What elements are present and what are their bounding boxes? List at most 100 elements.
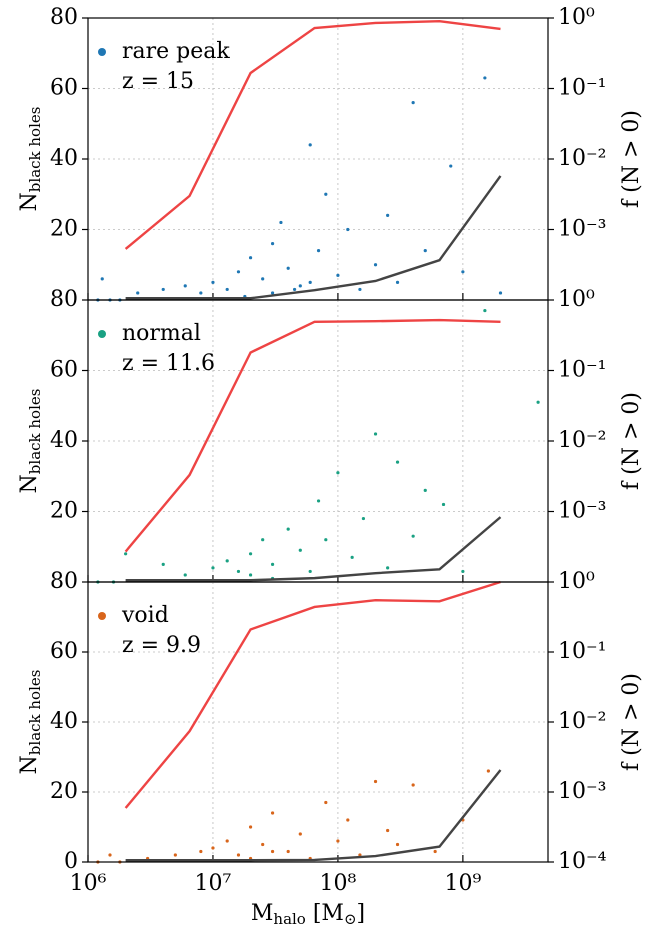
scatter-point xyxy=(225,559,229,563)
y-axis-label-main: N xyxy=(17,755,42,774)
y2-tick-label: 10⁻¹ xyxy=(558,639,606,664)
scatter-point xyxy=(108,853,112,857)
scatter-point xyxy=(136,291,140,295)
scatter-point xyxy=(483,308,487,313)
scatter-point xyxy=(423,249,427,253)
scatter-point xyxy=(461,270,465,274)
legend-marker xyxy=(98,330,106,338)
x-axis-label: Mhalo [M⊙] xyxy=(251,901,365,928)
y-tick-label: 20 xyxy=(50,217,78,242)
scatter-point xyxy=(336,471,340,475)
scatter-point xyxy=(386,213,390,217)
y2-tick-label: 10⁻¹ xyxy=(558,76,606,101)
line-series xyxy=(124,580,501,809)
y-axis-label: Nblack holes xyxy=(17,670,44,775)
scatter-point xyxy=(395,460,400,464)
scatter-point xyxy=(423,488,427,492)
y2-tick-label: 10⁻¹ xyxy=(558,358,606,383)
scatter-point xyxy=(270,562,275,566)
y-tick-label: 60 xyxy=(50,76,78,101)
panel: 10⁶ 10⁷ 10⁸ 10⁹ 0 20 40 60 80 10⁻⁴ 10⁻³ 10⁻² 10⁻¹ 10⁰… xyxy=(17,569,644,928)
y-axis-label-sub: black holes xyxy=(26,107,44,193)
y2-tick-label: 10⁻² xyxy=(558,146,606,171)
y2-axis-label: f (N > 0) xyxy=(619,673,644,771)
scatter-point xyxy=(373,263,378,267)
scatter-point xyxy=(361,516,366,521)
scatter-point xyxy=(316,499,321,503)
legend-marker xyxy=(98,48,106,56)
scatter-point xyxy=(261,277,265,281)
scatter-point xyxy=(161,562,165,566)
scatter-point xyxy=(411,101,415,105)
scatter-point xyxy=(211,280,215,284)
scatter-point xyxy=(324,538,328,542)
scatter-point xyxy=(173,853,177,857)
scatter-point xyxy=(486,769,490,773)
scatter-point xyxy=(324,800,328,805)
x-axis-label-sub: halo xyxy=(273,910,305,928)
scatter-point xyxy=(298,284,302,288)
scatter-point xyxy=(308,280,312,284)
scatter-point xyxy=(279,220,283,225)
axes-frame xyxy=(87,581,549,863)
y-axis-label-sub: black holes xyxy=(26,389,44,475)
scatter-point xyxy=(161,287,165,292)
scatter-point xyxy=(433,849,437,854)
y2-tick-label: 10⁻³ xyxy=(558,217,606,242)
y-axis-label: Nblack holes xyxy=(17,389,44,494)
scatter-point xyxy=(183,284,187,288)
scatter-point xyxy=(386,566,390,570)
annotation: z = 11.6 xyxy=(122,351,215,376)
x-tick-label: 10⁹ xyxy=(444,871,481,896)
scatter-point xyxy=(199,849,203,854)
scatter-point xyxy=(270,291,275,295)
y-tick-label: 20 xyxy=(50,499,78,524)
scatter-point xyxy=(316,249,321,253)
scatter-point xyxy=(350,555,354,559)
scatter-point xyxy=(449,164,453,168)
scatter-point xyxy=(236,853,241,857)
x-axis-label-main: M xyxy=(251,901,274,926)
legend-label: rare peak xyxy=(122,39,230,64)
scatter-point xyxy=(358,287,362,292)
scatter-point xyxy=(199,291,203,295)
line-series xyxy=(124,318,501,553)
scatter-point xyxy=(461,569,465,574)
y-tick-label: 60 xyxy=(50,358,78,383)
scatter-point xyxy=(373,432,378,436)
y-tick-label: 80 xyxy=(50,569,78,594)
y2-tick-label: 10⁻³ xyxy=(558,499,606,524)
y2-tick-label: 10⁻³ xyxy=(558,779,606,804)
legend-label: normal xyxy=(122,321,201,346)
y2-axis-label: f (N > 0) xyxy=(619,392,644,490)
scatter-point xyxy=(336,273,340,277)
scatter-point xyxy=(225,839,229,843)
scatter-point xyxy=(346,818,350,822)
y2-tick-label: 10⁻⁴ xyxy=(558,849,607,874)
y-tick-label: 80 xyxy=(50,5,78,30)
x-axis-label-unit: [M xyxy=(306,901,344,926)
scatter-point xyxy=(373,779,378,784)
x-tick-label: 10⁷ xyxy=(195,871,232,896)
scatter-point xyxy=(286,266,290,270)
scatter-point xyxy=(308,143,312,147)
scatter-point xyxy=(536,400,540,404)
y2-tick-label: 10⁻² xyxy=(558,428,606,453)
legend-label: void xyxy=(121,603,169,628)
line-series xyxy=(125,769,502,862)
scatter-point xyxy=(236,569,241,574)
scatter-point xyxy=(270,849,275,854)
annotation: z = 9.9 xyxy=(122,633,201,658)
scatter-point xyxy=(248,256,253,260)
scatter-point xyxy=(286,527,290,531)
scatter-point xyxy=(386,828,390,833)
y-axis-label-sub: black holes xyxy=(26,670,44,756)
scatter-point xyxy=(286,849,290,854)
scatter-point xyxy=(248,552,253,556)
scatter-point xyxy=(292,287,297,292)
scatter-point xyxy=(225,287,229,292)
scatter-point xyxy=(183,573,187,577)
scatter-point xyxy=(483,76,487,80)
scatter-point xyxy=(395,842,400,847)
y-tick-label: 20 xyxy=(50,779,78,804)
